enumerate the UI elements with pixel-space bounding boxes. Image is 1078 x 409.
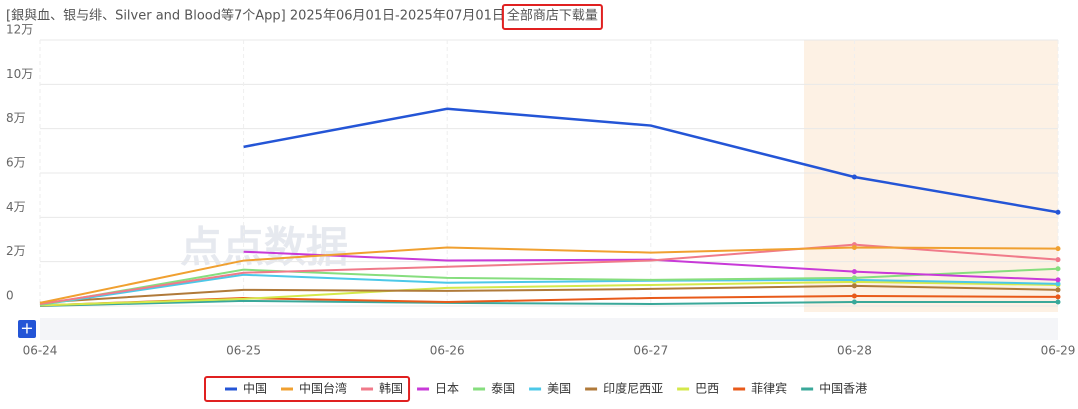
point bbox=[1055, 299, 1061, 305]
chart-title-highlight: 全部商店下载量 bbox=[507, 8, 598, 24]
series-line bbox=[243, 107, 1059, 214]
point bbox=[851, 174, 857, 180]
point bbox=[851, 299, 857, 305]
legend-label[interactable]: 菲律宾 bbox=[751, 381, 787, 396]
point bbox=[1055, 281, 1061, 287]
y-tick-label: 6万 bbox=[6, 156, 26, 170]
y-tick-label: 10万 bbox=[6, 67, 33, 81]
point bbox=[1055, 257, 1061, 263]
x-tick-label: 06-25 bbox=[226, 344, 261, 358]
series-line bbox=[39, 280, 1059, 307]
legend-label[interactable]: 中国台湾 bbox=[299, 381, 347, 396]
series-line bbox=[39, 246, 1059, 304]
series-line bbox=[39, 284, 1059, 304]
point bbox=[851, 269, 857, 275]
legend-label[interactable]: 印度尼西亚 bbox=[603, 381, 663, 396]
point bbox=[1055, 266, 1061, 272]
legend-label[interactable]: 中国香港 bbox=[819, 381, 867, 396]
y-tick-label: 8万 bbox=[6, 111, 26, 125]
series-line bbox=[39, 273, 1059, 306]
add-icon[interactable]: + bbox=[20, 319, 33, 338]
legend-highlight-box bbox=[204, 376, 411, 402]
chart-title: [銀與血、银与绯、Silver and Blood等7个App] 2025年06… bbox=[6, 8, 505, 24]
x-tick-label: 06-27 bbox=[633, 344, 668, 358]
legend-label[interactable]: 泰国 bbox=[491, 382, 515, 396]
point bbox=[851, 244, 857, 250]
point bbox=[1055, 209, 1061, 215]
point bbox=[1055, 277, 1061, 283]
x-tick-label: 06-28 bbox=[837, 344, 872, 358]
series-line bbox=[39, 299, 1058, 307]
point bbox=[1055, 246, 1061, 252]
add-button[interactable] bbox=[18, 320, 36, 338]
y-tick-label: 12万 bbox=[6, 23, 33, 37]
y-tick-label: 0 bbox=[6, 289, 14, 303]
zoom-slider[interactable] bbox=[40, 318, 1058, 340]
point bbox=[851, 293, 857, 299]
watermark: 点点数据 bbox=[180, 223, 348, 272]
highlight-box bbox=[501, 4, 603, 30]
point bbox=[851, 275, 857, 281]
x-tick-label: 06-29 bbox=[1041, 344, 1076, 358]
legend-label[interactable]: 韩国 bbox=[379, 381, 403, 396]
point bbox=[1055, 287, 1061, 293]
point bbox=[851, 283, 857, 289]
legend-label[interactable]: 日本 bbox=[435, 382, 459, 396]
y-tick-label: 4万 bbox=[6, 200, 26, 214]
legend-label[interactable]: 美国 bbox=[547, 382, 571, 396]
x-tick-label: 06-26 bbox=[430, 344, 465, 358]
legend-label[interactable]: 中国 bbox=[243, 381, 267, 396]
series-line bbox=[39, 267, 1059, 306]
x-tick-label: 06-24 bbox=[23, 344, 58, 358]
legend-label[interactable]: 巴西 bbox=[695, 382, 719, 396]
point bbox=[1055, 294, 1061, 300]
y-tick-label: 2万 bbox=[6, 244, 26, 258]
